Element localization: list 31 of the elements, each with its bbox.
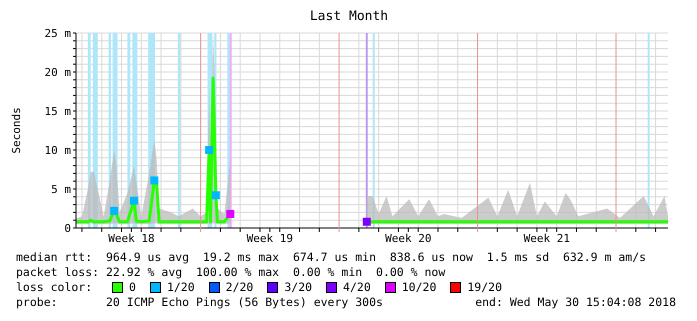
y-tick-label: 10 m	[44, 144, 72, 157]
x-tick-label: Week 18	[108, 232, 155, 245]
point	[226, 210, 234, 218]
legend-label: 4/20	[342, 280, 371, 295]
point	[150, 176, 158, 184]
x-tick-label: Week 21	[524, 232, 570, 245]
legend-label: 3/20	[283, 280, 312, 295]
chart-title: Last Month	[308, 8, 390, 26]
legend-label: 19/20	[466, 280, 502, 295]
y-axis-title: Seconds	[10, 107, 23, 154]
legend-title: loss color:	[16, 280, 94, 295]
legend-label: 2/20	[224, 280, 254, 295]
y-tick-label: 0	[64, 222, 71, 235]
y-tick-label: 5 m	[51, 182, 72, 196]
point	[212, 191, 220, 200]
text: packet loss: 22.92 % avg 100.00 % max 0.00 % min 0.00 % now	[16, 265, 446, 280]
text: median rtt: 964.9 us avg 19.2 ms max 674.7 us min 838.6 us now 1.5 ms sd 632.9 m am/s	[16, 250, 648, 265]
x-tick-label: Week 19	[246, 232, 294, 245]
legend-label: 1/20	[166, 280, 195, 295]
text: probe: 20 ICMP Echo Pings (56 Bytes) every 300s	[16, 295, 383, 310]
legend-label: 10/20	[400, 280, 436, 295]
point	[205, 146, 214, 154]
legend-label: 0	[128, 280, 136, 295]
y-tick-label: 20 m	[44, 66, 72, 79]
y-tick-label: 15 m	[44, 104, 72, 118]
point	[130, 196, 138, 205]
point	[110, 206, 118, 215]
x-tick-label: Week 20	[385, 232, 432, 245]
text: end: Wed May 30 15:04:08 2018	[475, 295, 676, 310]
y-tick-label: 25 m	[44, 26, 72, 40]
point	[362, 218, 371, 226]
